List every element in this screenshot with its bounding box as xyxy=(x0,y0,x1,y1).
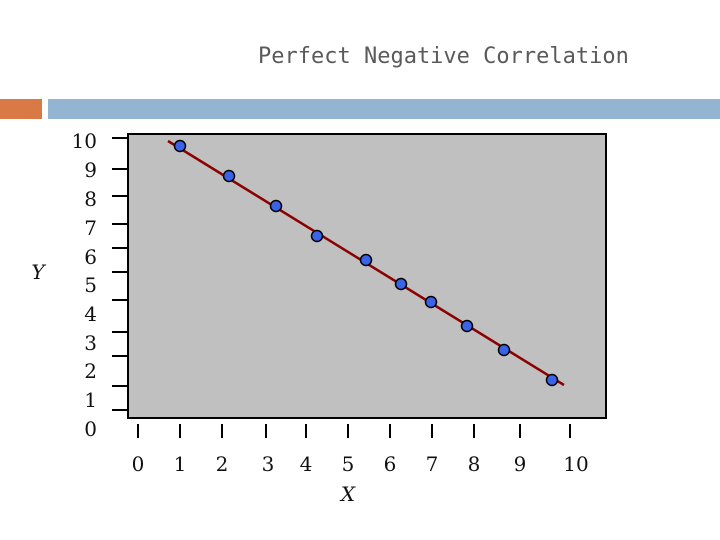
data-point xyxy=(173,139,187,153)
plot-area xyxy=(127,133,607,419)
x-axis: 0 1 2 3 4 5 6 7 8 9 10 xyxy=(132,424,589,476)
y-axis-title: Y xyxy=(31,260,46,284)
series xyxy=(167,139,565,387)
x-tick-label: 9 xyxy=(514,452,527,476)
x-tick-label: 1 xyxy=(174,452,187,476)
x-tick-label: 4 xyxy=(300,452,313,476)
x-tick-label: 2 xyxy=(216,452,229,476)
y-tick-label: 10 xyxy=(72,129,97,153)
y-tick-label: 9 xyxy=(84,158,97,182)
data-point xyxy=(359,253,373,267)
x-tick-label: 5 xyxy=(342,452,355,476)
y-tick-label: 1 xyxy=(84,388,97,412)
y-tick-label: 7 xyxy=(84,216,97,240)
x-tick-label: 6 xyxy=(384,452,397,476)
data-point xyxy=(310,229,324,243)
x-tick-label: 0 xyxy=(132,452,145,476)
y-tick-label: 8 xyxy=(84,187,97,211)
accent-bar xyxy=(0,99,42,119)
data-point xyxy=(222,169,236,183)
data-point xyxy=(269,199,283,213)
y-tick-label: 3 xyxy=(84,331,97,355)
data-point xyxy=(545,373,559,387)
x-tick-label: 3 xyxy=(262,452,275,476)
y-tick-label: 6 xyxy=(84,245,97,269)
x-tick-label: 10 xyxy=(563,452,588,476)
data-point xyxy=(424,295,438,309)
header-band xyxy=(48,99,720,119)
data-point xyxy=(394,277,408,291)
x-tick-label: 8 xyxy=(468,452,481,476)
y-tick-label: 0 xyxy=(84,417,97,441)
chart-title: Perfect Negative Correlation xyxy=(258,44,629,69)
data-point xyxy=(460,319,474,333)
x-axis-title: X xyxy=(339,482,356,506)
data-point xyxy=(497,343,511,357)
y-tick-label: 4 xyxy=(84,302,97,326)
y-tick-label: 5 xyxy=(84,273,97,297)
x-tick-label: 7 xyxy=(426,452,439,476)
y-tick-label: 2 xyxy=(84,359,97,383)
